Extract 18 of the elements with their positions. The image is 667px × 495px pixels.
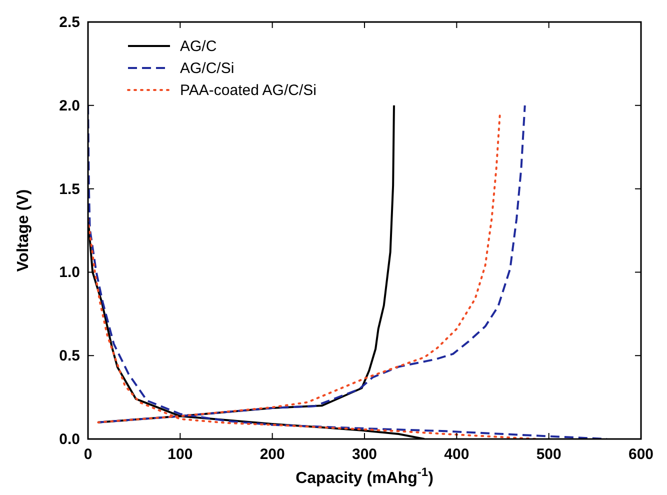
y-tick-label: 0.0: [59, 431, 80, 448]
x-tick-label: 500: [536, 446, 562, 463]
y-tick-label: 2.5: [59, 14, 80, 31]
y-tick-label: 0.5: [59, 348, 80, 365]
y-tick-label: 1.5: [59, 180, 80, 198]
y-tick-label: 2.0: [59, 97, 80, 114]
x-tick-label: 600: [628, 446, 654, 463]
y-axis-title: Voltage (V): [15, 189, 32, 272]
x-tick-label: 100: [168, 446, 193, 463]
legend-label: AG/C/Si: [180, 60, 234, 77]
legend-label: PAA-coated AG/C/Si: [180, 82, 316, 99]
y-tick-label: 1.0: [59, 264, 80, 282]
x-tick-label: 200: [260, 446, 285, 463]
x-tick-label: 0: [84, 446, 92, 463]
x-axis-title: Capacity (mAhg$^{-1}$): [296, 465, 434, 487]
x-tick-label: 400: [444, 446, 470, 463]
x-tick-label: 300: [352, 446, 378, 463]
legend-label: AG/C: [180, 38, 217, 55]
